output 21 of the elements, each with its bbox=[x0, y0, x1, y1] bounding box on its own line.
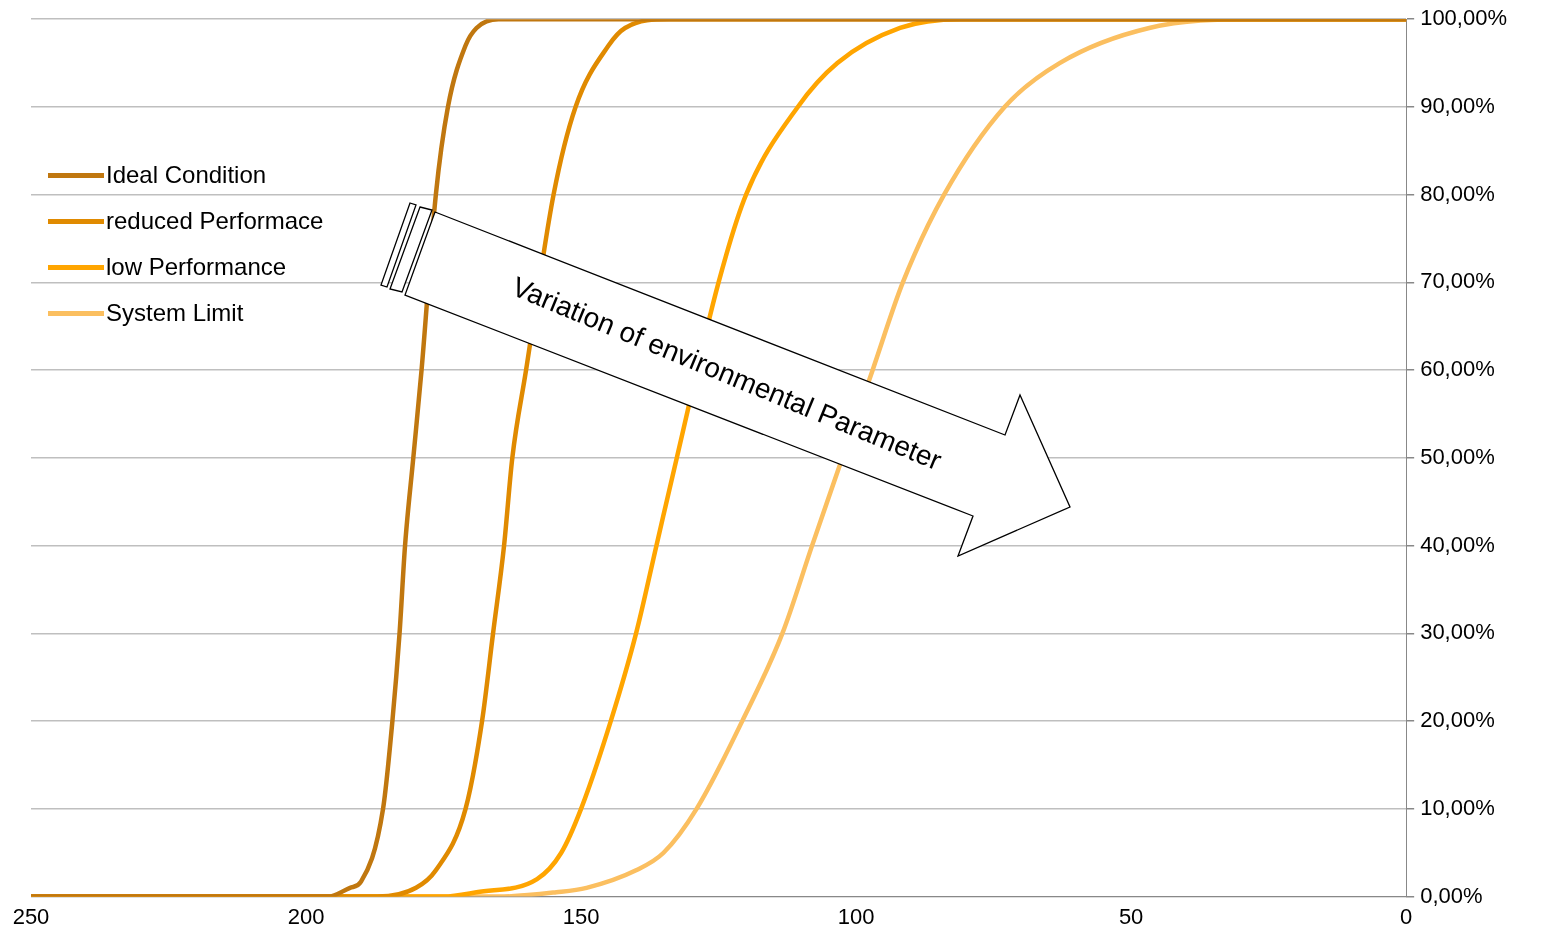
y-tick-label: 80,00% bbox=[1420, 180, 1495, 206]
legend-label: System Limit bbox=[106, 299, 244, 327]
y-tick-label: 90,00% bbox=[1420, 93, 1495, 118]
y-tick-label: 70,00% bbox=[1420, 268, 1495, 294]
y-tick-label: 100,00% bbox=[1420, 5, 1508, 31]
x-tick-label: 100 bbox=[837, 903, 875, 929]
y-tick-label: 40,00% bbox=[1420, 531, 1495, 557]
legend-label: Ideal Condition bbox=[106, 161, 267, 189]
y-tick-label: 30,00% bbox=[1420, 619, 1495, 645]
legend-label: reduced Performace bbox=[106, 207, 324, 235]
x-tick-label: 250 bbox=[12, 903, 50, 929]
y-tick-label: 10,00% bbox=[1420, 794, 1495, 820]
legend-label: low Performance bbox=[106, 253, 287, 281]
x-tick-label: 150 bbox=[562, 903, 600, 929]
y-tick-label: 0,00% bbox=[1420, 882, 1483, 908]
x-tick-label: 50 bbox=[1118, 903, 1144, 929]
x-tick-label: 200 bbox=[287, 903, 325, 929]
y-tick-label: 20,00% bbox=[1420, 707, 1495, 733]
y-tick-label: 50,00% bbox=[1420, 443, 1495, 469]
y-tick-label: 60,00% bbox=[1420, 356, 1495, 382]
x-tick-label: 0 bbox=[1400, 903, 1413, 929]
